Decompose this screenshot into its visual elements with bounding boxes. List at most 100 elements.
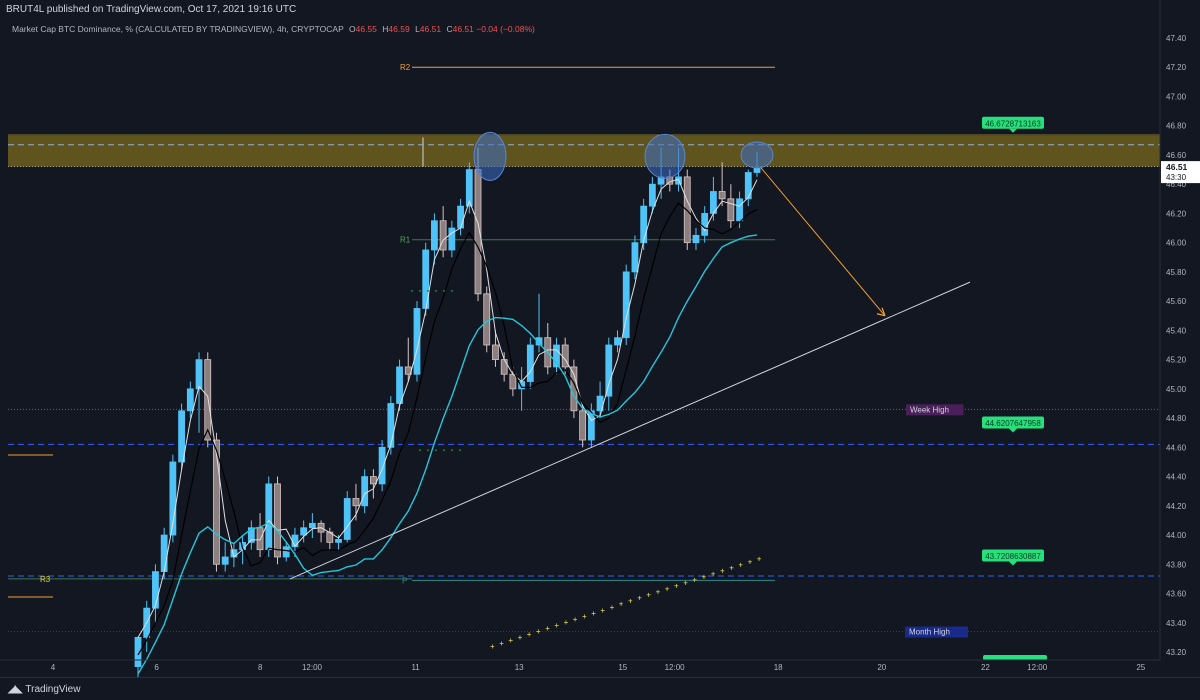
candle-body: [378, 446, 386, 485]
time-tick-label: 20: [877, 663, 886, 672]
label-month-high-bg: [905, 626, 968, 638]
candle-body: [465, 169, 473, 207]
label-r3: R3: [40, 575, 51, 584]
yellow-projection-mark: +: [490, 642, 495, 651]
candle-body: [640, 205, 648, 244]
candle-body: [352, 498, 360, 507]
price-tick-label: 46.80: [1166, 122, 1187, 131]
time-tick-label: 15: [618, 663, 627, 672]
green-dot-row-upper: [443, 289, 445, 292]
candle-body: [587, 410, 595, 441]
time-tick-label: 4: [51, 663, 56, 672]
price-tick-label: 44.20: [1166, 502, 1187, 511]
candle-body: [160, 534, 168, 572]
yellow-projection-mark: +: [554, 621, 559, 630]
candle-body: [753, 167, 761, 173]
tradingview-logo-icon: ◢◣: [8, 684, 22, 695]
yellow-projection-mark: +: [738, 560, 743, 569]
open-value: 46.55: [355, 24, 377, 34]
yellow-projection-mark: +: [527, 630, 532, 639]
candle-body: [553, 344, 560, 368]
price-tick-label: 46.60: [1166, 151, 1187, 160]
publish-bar: BRUT4L published on TradingView.com, Oct…: [0, 0, 1200, 20]
candle-body: [431, 220, 438, 251]
price-tick-label: 46.40: [1166, 180, 1187, 189]
price-tick-label: 45.20: [1166, 356, 1187, 365]
yellow-projection-mark: +: [582, 612, 587, 621]
label-week-high: Week High: [910, 405, 949, 414]
yellow-projection-mark: +: [720, 566, 725, 575]
price-callout-pointer: [1009, 428, 1017, 433]
tradingview-logo[interactable]: ◢◣ TradingView: [8, 684, 80, 695]
open-key: O: [348, 24, 356, 34]
yellow-projection-mark: +: [610, 603, 615, 612]
time-tick-label: 22: [981, 663, 990, 672]
price-tick-label: 43.80: [1166, 560, 1187, 569]
top-highlight-ellipse: [740, 141, 774, 169]
brand-label: TradingView: [25, 684, 81, 695]
green-dot-row-upper: [451, 289, 453, 292]
yellow-projection-mark: +: [573, 615, 578, 624]
price-tick-label: 43.40: [1166, 619, 1187, 628]
yellow-projection-mark: +: [757, 554, 762, 563]
ma-slow-line: [137, 234, 758, 675]
projection-arrow-shaft: [759, 166, 886, 317]
time-tick-label: 25: [1136, 663, 1145, 672]
yellow-projection-mark: +: [619, 600, 624, 609]
price-callout-label: 44.6207647958: [985, 419, 1041, 428]
candle-body: [195, 359, 203, 390]
price-callout-label: 43.7208630887: [985, 552, 1041, 561]
price-callout-box: [982, 416, 1044, 429]
candle-body: [291, 534, 299, 548]
yellow-projection-mark: +: [637, 594, 642, 603]
ascending-trendline: [289, 281, 971, 580]
candle-body: [300, 527, 308, 536]
candle-body: [474, 169, 482, 295]
partial-callout: [983, 655, 1047, 660]
price-callout-pointer: [1009, 128, 1017, 133]
time-tick-label: 12:00: [302, 663, 323, 672]
ma-fast-line: [137, 178, 758, 638]
candle-body: [247, 527, 255, 543]
yellow-projection-mark: +: [683, 579, 688, 588]
green-dot-row-lower: [459, 449, 461, 452]
price-tick-label: 44.00: [1166, 531, 1187, 540]
candle-body: [169, 461, 177, 536]
green-dot-row-upper: [411, 289, 413, 292]
candle-body: [396, 366, 403, 404]
time-tick-label: 6: [154, 663, 159, 672]
yellow-projection-mark: +: [591, 609, 596, 618]
yellow-projection-mark: +: [499, 639, 504, 648]
yellow-projection-mark: +: [628, 597, 633, 606]
price-tick-label: 43.60: [1166, 590, 1187, 599]
price-callout-box: [982, 116, 1044, 129]
green-dot-row-lower: [419, 449, 421, 452]
projection-arrowhead: [876, 307, 886, 317]
candle-body: [614, 337, 621, 346]
yellow-projection-mark: +: [729, 563, 734, 572]
candle-body: [274, 483, 281, 558]
high-key: H: [382, 24, 389, 34]
price-tick-label: 47.20: [1166, 63, 1187, 72]
price-tick-label: 45.40: [1166, 326, 1187, 335]
low-value: 46.51: [419, 24, 442, 34]
price-callout-label: 46.6728713163: [985, 119, 1041, 128]
current-price-countdown: 43:30: [1166, 173, 1187, 182]
candle-body: [213, 439, 220, 565]
candle-body: [701, 213, 709, 236]
top-highlight-ellipse: [644, 133, 686, 179]
green-dot-row-upper: [435, 289, 437, 292]
price-tick-label: 44.40: [1166, 473, 1187, 482]
yellow-projection-mark: +: [665, 585, 670, 594]
yellow-projection-mark: +: [692, 576, 697, 585]
yellow-projection-mark: +: [711, 569, 716, 578]
price-chart[interactable]: R2 R1 R3 P Week High Month High + + + + + + + + + + + + + +…: [0, 0, 1200, 677]
candle-body: [369, 476, 377, 485]
candle-body: [343, 498, 351, 540]
price-tick-label: 47.00: [1166, 92, 1187, 101]
candle-body: [457, 205, 464, 229]
price-tick-label: 46.20: [1166, 209, 1187, 218]
candle-body: [483, 293, 491, 346]
price-tick-label: 44.60: [1166, 443, 1187, 452]
